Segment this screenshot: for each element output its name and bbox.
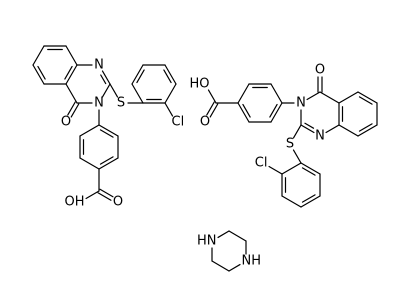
bond [85,190,100,200]
bond [164,83,177,104]
bond [131,64,144,85]
bond [292,149,302,164]
atom-label: N [315,129,325,144]
bond [101,83,111,98]
bond [338,124,359,137]
atom-label: N [94,96,104,111]
bond [32,45,45,66]
double-bond [67,101,76,116]
bond [164,64,177,85]
bond [131,83,144,104]
double-bond [206,101,215,116]
bond [101,70,111,85]
bond [357,91,378,104]
bond [164,102,174,117]
double-bond [70,103,80,118]
bond [237,102,250,123]
double-bond [97,192,112,201]
double-bond [100,74,107,85]
bond [65,83,78,104]
bond [268,165,283,175]
bond [98,124,119,137]
atom-label: Cl [172,115,185,130]
molecule: N N O S Cl O OH [32,45,185,210]
bond [211,260,230,272]
double-bond [99,129,114,138]
bond [270,102,283,123]
bond [109,83,119,98]
double-bond [99,188,114,198]
double-bond [304,122,315,129]
atom-label: O [61,115,71,130]
atom-label: O [200,115,210,130]
atom-label: OH [64,195,84,210]
atom-label: N [94,58,104,73]
bond [217,230,230,239]
atom-label: Cl [255,156,268,171]
atom-label: O [113,195,123,210]
bond [79,124,100,137]
bond [281,195,302,208]
bond [237,83,250,104]
bond [338,91,359,104]
atom-label: N [296,96,306,111]
atom-label: S [286,137,294,152]
bond [32,64,45,85]
molecule: NH HN [197,230,262,272]
double-bond [64,65,73,80]
molecule: N N O O HO S Cl [189,63,378,208]
atom-label: S [117,96,125,111]
atom-label: NH [242,254,262,269]
bond [65,45,78,66]
bond [357,124,378,137]
double-bond [269,103,278,118]
atom-label: HO [189,77,209,92]
bond [207,89,217,104]
bond [79,157,100,170]
double-bond [136,69,145,84]
bond [98,157,119,170]
double-bond [37,65,46,80]
bond [270,83,283,104]
double-bond [358,123,373,132]
bond [300,195,321,208]
bond [306,91,321,101]
double-bond [242,103,251,118]
bond [300,162,321,175]
double-bond [209,103,219,118]
bond [300,124,315,134]
bond [319,91,340,104]
bond [228,263,241,272]
bond [65,64,78,85]
double-bond [99,156,114,165]
double-bond [301,167,316,176]
bond [281,162,302,175]
double-bond [358,96,373,105]
bond [228,230,247,242]
bond [292,124,302,139]
atom-label: HN [197,234,217,249]
atom-label: O [315,63,325,78]
bond [325,124,340,134]
double-bond [163,69,172,84]
double-bond [301,194,316,203]
